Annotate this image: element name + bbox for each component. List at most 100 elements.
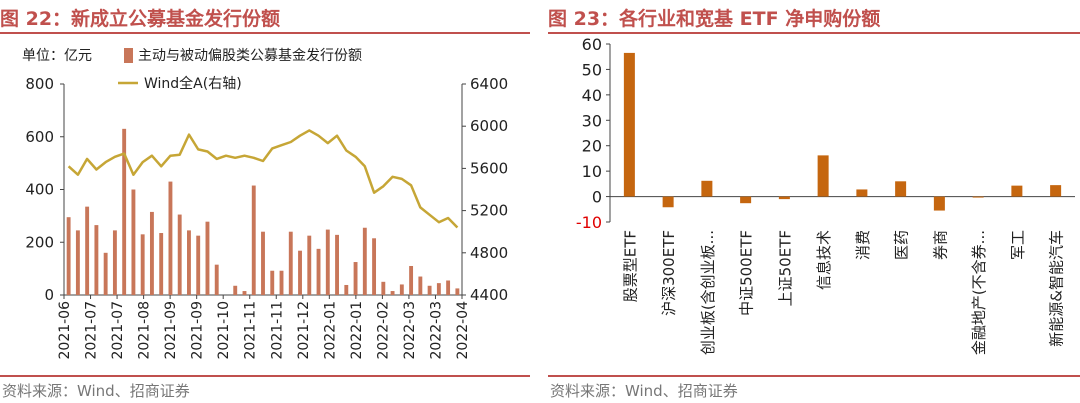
issuance-bar: [205, 221, 210, 295]
x-tick-label: 2021-09: [163, 301, 179, 360]
y-right-tick-label: 5200: [470, 202, 508, 220]
x-tick-label: 2021-09: [190, 301, 206, 360]
y-tick-label: 60: [582, 35, 602, 54]
issuance-bar: [85, 206, 90, 295]
right-figure-panel: 图 23：各行业和宽基 ETF 净申购份额 -10 0 10 20 30 40 50 60 股票…: [548, 0, 1080, 403]
category-label: 医药: [893, 230, 911, 260]
issuance-bar: [140, 234, 145, 295]
issuance-bar: [316, 248, 321, 295]
issuance-bar: [427, 285, 432, 295]
y-left-tick-label: 800: [25, 75, 54, 93]
issuance-bar: [335, 234, 339, 295]
issuance-bar: [66, 217, 71, 295]
legend-line-label: Wind全A(右轴): [144, 75, 242, 92]
y-left-tick-label: 400: [25, 181, 54, 199]
x-tick-label: 2022-03: [402, 301, 418, 360]
issuance-bar: [214, 264, 219, 295]
category-label: 消费: [854, 230, 872, 260]
issuance-bar: [75, 230, 80, 295]
category-label: 军工: [1009, 230, 1027, 260]
issuance-bar: [344, 284, 349, 295]
issuance-bar: [455, 288, 460, 295]
issuance-bar: [270, 270, 275, 295]
issuance-bar: [261, 231, 265, 295]
category-label: 信息技术: [815, 230, 833, 290]
y-right-tick-label: 6400: [470, 75, 508, 93]
x-tick-label: 2021-07: [110, 301, 126, 360]
issuance-bar: [418, 276, 423, 295]
x-tick-label: 2022-01: [349, 301, 365, 360]
y-left-tick-label: 0: [44, 286, 54, 304]
y-tick-label: 20: [582, 137, 602, 156]
issuance-bar: [94, 225, 99, 295]
issuance-bar: [251, 185, 256, 295]
issuance-bar: [112, 230, 117, 295]
issuance-bar: [307, 235, 312, 295]
legend-bar-label: 主动与被动偏股类公募基金发行份额: [138, 47, 362, 64]
issuance-bar: [372, 238, 377, 295]
wind-all-a-line: [67, 129, 459, 229]
issuance-bar: [381, 281, 386, 295]
issuance-bar: [288, 231, 293, 295]
etf-bar: [1050, 185, 1062, 197]
x-tick-label: 2021-08: [137, 301, 153, 360]
issuance-bar: [131, 189, 136, 295]
issuance-bar: [325, 229, 330, 295]
issuance-bar: [196, 235, 201, 295]
fund-issuance-chart: 单位：亿元 主动与被动偏股类公募基金发行份额 Wind全A(右轴) 0 200 400 60…: [22, 47, 508, 360]
issuance-bar: [168, 181, 173, 295]
etf-bar: [817, 155, 829, 197]
right-source-rule: [548, 375, 1080, 377]
issuance-bar: [298, 250, 302, 295]
issuance-bar: [390, 291, 395, 295]
etf-bar: [662, 196, 674, 208]
issuance-bar: [436, 283, 441, 295]
category-label: 沪深300ETF: [660, 230, 678, 316]
left-figure-title: 图 22：新成立公募基金发行份额: [0, 8, 281, 30]
right-figure-title: 图 23：各行业和宽基 ETF 净申购份额: [548, 8, 881, 30]
x-tick-label: 2022-02: [375, 301, 391, 360]
x-tick-label: 2021-06: [57, 301, 73, 360]
etf-bar: [778, 196, 790, 200]
x-tick-label: 2021-11: [243, 301, 259, 360]
legend-bar-swatch: [124, 48, 133, 63]
issuance-bar: [279, 270, 284, 295]
issuance-bar: [399, 284, 404, 295]
y-right-tick-label: 6000: [470, 117, 508, 135]
issuance-bar: [103, 252, 108, 295]
y-tick-label: 40: [582, 86, 602, 105]
unit-label: 单位：亿元: [22, 48, 92, 64]
y-left-tick-label: 200: [25, 233, 54, 251]
y-right-tick-label: 5600: [470, 159, 508, 177]
y-right-tick-label: 4800: [470, 244, 508, 262]
issuance-bar: [446, 280, 451, 295]
etf-bar: [623, 52, 635, 197]
etf-bar: [1011, 185, 1023, 197]
issuance-bar: [409, 265, 414, 295]
etf-bar: [740, 196, 752, 204]
category-label: 券商: [931, 230, 949, 260]
issuance-bar: [177, 214, 182, 295]
left-source-rule: [0, 375, 530, 377]
left-source-note: 资料来源：Wind、招商证券: [2, 382, 190, 400]
issuance-bar: [122, 128, 127, 295]
issuance-bar: [242, 291, 247, 295]
issuance-bar: [149, 211, 154, 295]
x-tick-label: 2021-10: [216, 301, 232, 360]
x-tick-label: 2021-07: [84, 301, 100, 360]
y-tick-label: 10: [582, 162, 602, 181]
category-label: 股票型ETF: [621, 230, 639, 302]
x-tick-label: 2021-12: [296, 301, 312, 360]
category-label: 新能源&智能汽车: [1048, 230, 1066, 347]
y-tick-label: -10: [576, 213, 602, 232]
issuance-bar: [233, 285, 238, 295]
x-tick-label: 2022-04: [455, 301, 471, 360]
category-label: 上证50ETF: [776, 230, 794, 306]
issuance-bar: [362, 227, 367, 295]
etf-bar: [701, 180, 713, 197]
y-tick-label: 30: [582, 111, 602, 130]
left-figure-panel: 图 22：新成立公募基金发行份额 单位：亿元 主动与被动偏股类公募基金发行份额 Wi…: [0, 0, 530, 403]
x-tick-label: 2022-03: [428, 301, 444, 360]
x-tick-label: 2022-01: [322, 301, 338, 360]
left-title-rule: [0, 32, 530, 34]
